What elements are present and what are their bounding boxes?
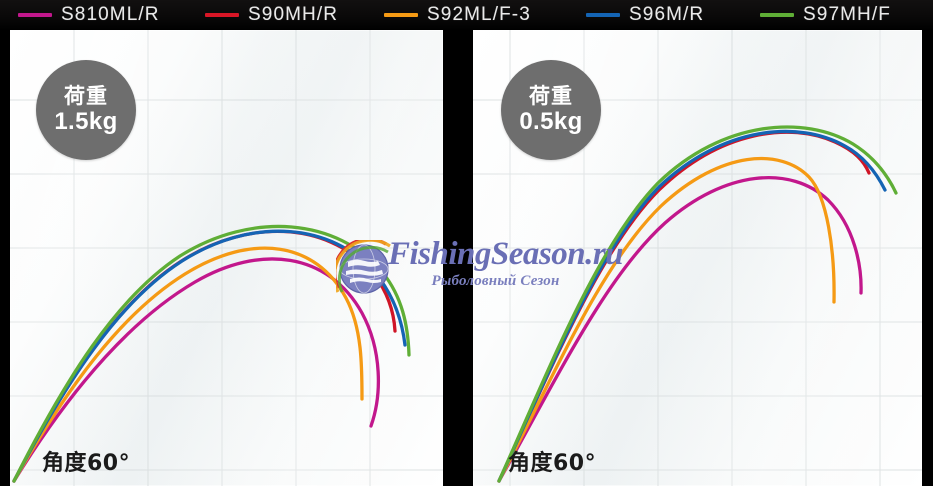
load-badge-right: 荷重 0.5kg [501, 60, 601, 160]
legend-swatch-icon [586, 13, 620, 17]
legend-swatch-icon [384, 13, 418, 17]
curve-s810ml-r [497, 176, 863, 483]
load-badge-left: 荷重 1.5kg [36, 60, 136, 160]
legend-item-s92ml-f-3: S92ML/F-3 [384, 0, 531, 30]
legend-swatch-icon [205, 13, 239, 17]
chart-panel-left: 荷重 1.5kg 角度60° [10, 30, 443, 486]
legend-label: S97MH/F [803, 4, 891, 25]
legend-item-s90mh-r: S90MH/R [205, 0, 338, 30]
curve-s810ml-r [12, 257, 380, 483]
legend-label: S90MH/R [248, 4, 339, 25]
angle-label-right: 角度60° [508, 451, 597, 476]
curve-s96m-r [497, 129, 887, 483]
curve-s92ml-f-3 [12, 246, 364, 483]
legend-swatch-icon [760, 13, 794, 17]
load-badge-value-right: 0.5kg [519, 107, 583, 135]
curve-group-left [12, 224, 411, 483]
curve-s90mh-r [12, 229, 397, 483]
legend-swatch-icon [18, 13, 52, 17]
curve-s97mh-f [12, 224, 411, 483]
load-badge-value-left: 1.5kg [54, 107, 118, 135]
legend: S810ML/R S90MH/R S92ML/F-3 S96M/R S97MH/F [0, 0, 933, 30]
curve-group-right [497, 125, 898, 483]
curve-s92ml-f-3 [497, 156, 836, 483]
load-badge-title-left: 荷重 [64, 83, 108, 108]
legend-item-s810ml-r: S810ML/R [18, 0, 160, 30]
load-badge-title-right: 荷重 [529, 83, 573, 108]
legend-label: S96M/R [629, 4, 705, 25]
legend-label: S92ML/F-3 [427, 4, 531, 25]
curve-s96m-r [12, 229, 407, 483]
legend-label: S810ML/R [61, 4, 160, 25]
angle-label-left: 角度60° [42, 451, 131, 476]
curve-s97mh-f [497, 125, 898, 483]
chart-panel-right: 荷重 0.5kg 角度60° [473, 30, 922, 486]
legend-item-s96m-r: S96M/R [586, 0, 704, 30]
legend-item-s97mh-f: S97MH/F [760, 0, 891, 30]
